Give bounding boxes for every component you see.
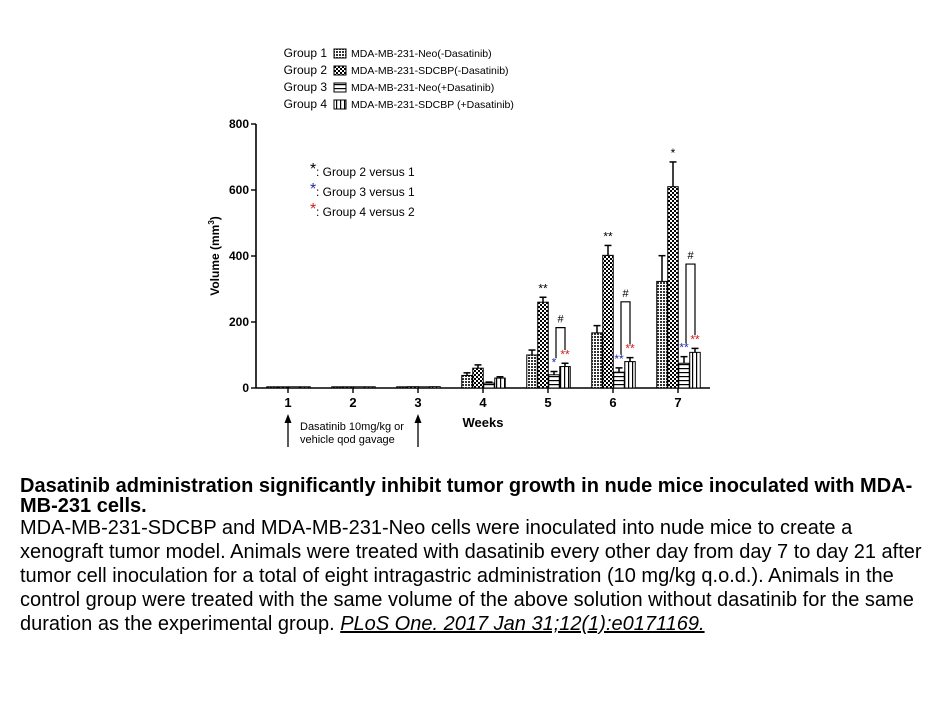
caption-text: MDA-MB-231-SDCBP and MDA-MB-231-Neo cell…	[20, 517, 922, 635]
bar	[537, 301, 549, 389]
bar	[396, 386, 408, 389]
caption-title: Dasatinib administration significantly i…	[20, 475, 913, 517]
bar	[602, 254, 614, 389]
significance-marks: ****************###	[538, 146, 700, 370]
comparison-bracket	[620, 301, 631, 355]
bar	[689, 351, 701, 389]
legend-series-label: MDA-MB-231-Neo(-Dasatinib)	[351, 48, 492, 60]
x-tick-label: 5	[544, 395, 551, 410]
arrow-head-icon	[414, 414, 422, 423]
y-tick-label: 600	[229, 183, 249, 197]
legend-series-label: MDA-MB-231-Neo(+Dasatinib)	[351, 82, 494, 94]
bar	[353, 386, 365, 389]
significance-mark: **	[690, 332, 700, 346]
key-label: : Group 3 versus 1	[316, 185, 415, 199]
hash-mark: #	[622, 288, 629, 300]
key-star: *	[310, 181, 316, 198]
legend-swatch	[333, 48, 347, 59]
annotation-line: Dasatinib 10mg/kg or	[300, 421, 404, 433]
legend-group-label: Group 3	[284, 80, 328, 94]
significance-mark: **	[625, 342, 635, 356]
significance-key: *: Group 2 versus 1*: Group 3 versus 1*:…	[310, 161, 415, 219]
bar	[429, 386, 441, 389]
bar	[678, 362, 690, 389]
x-tick-label: 4	[479, 395, 487, 410]
bar	[461, 374, 473, 389]
annotation-line: vehicle qod gavage	[300, 434, 395, 446]
bar	[288, 386, 300, 389]
legend-group-label: Group 2	[284, 63, 328, 77]
y-axis-title: Volume (mm3)	[207, 216, 222, 296]
legend-series-label: MDA-MB-231-SDCBP(-Dasatinib)	[351, 65, 509, 77]
y-tick-label: 800	[229, 117, 249, 131]
key-label: : Group 2 versus 1	[316, 165, 415, 179]
x-tick-label: 6	[609, 395, 616, 410]
y-tick-label: 0	[242, 381, 249, 395]
bar	[407, 386, 419, 389]
significance-mark: **	[679, 341, 689, 355]
citation-link[interactable]: PLoS One. 2017 Jan 31;12(1):e0171169.	[340, 613, 705, 635]
legend: Group 1 MDA-MB-231-Neo(-Dasatinib) Group 2…	[284, 46, 514, 111]
hash-mark: #	[557, 314, 564, 326]
bar	[526, 354, 538, 389]
arrow-head-icon	[284, 414, 292, 423]
bar	[364, 386, 376, 389]
bar	[331, 386, 343, 389]
bar	[559, 366, 571, 389]
key-star: *	[310, 161, 316, 178]
bar	[656, 280, 668, 389]
y-tick-label: 200	[229, 315, 249, 329]
legend-group-label: Group 1	[284, 46, 328, 60]
x-tick-label: 7	[674, 395, 681, 410]
bar	[494, 377, 506, 389]
significance-mark: **	[538, 281, 548, 295]
bar	[667, 186, 679, 389]
caption-body: MDA-MB-231-SDCBP and MDA-MB-231-Neo cell…	[20, 516, 935, 636]
x-tick-label: 1	[284, 395, 291, 410]
bar	[483, 382, 495, 389]
tumor-volume-bar-chart: Group 1 MDA-MB-231-Neo(-Dasatinib) Group 2…	[207, 46, 710, 447]
figure-caption: Dasatinib administration significantly i…	[20, 476, 935, 636]
hash-mark: #	[687, 250, 694, 262]
legend-swatch	[333, 99, 347, 110]
comparison-bracket	[555, 327, 566, 359]
bar	[591, 332, 603, 389]
x-axis-title: Weeks	[463, 415, 504, 430]
legend-group-label: Group 4	[284, 97, 328, 111]
bars	[266, 161, 701, 389]
bar	[418, 386, 430, 389]
significance-mark: **	[614, 352, 624, 366]
bar	[613, 371, 625, 389]
significance-mark: **	[603, 229, 613, 243]
bar	[472, 367, 484, 389]
significance-mark: **	[560, 347, 570, 361]
bar	[342, 386, 354, 389]
bar	[548, 374, 560, 389]
bar	[624, 361, 636, 389]
x-tick-label: 2	[349, 395, 356, 410]
comparison-bracket	[685, 263, 696, 344]
bar	[266, 386, 278, 389]
y-tick-label: 400	[229, 249, 249, 263]
bar	[299, 386, 311, 389]
x-tick-label: 3	[414, 395, 421, 410]
legend-swatch	[333, 82, 347, 93]
bar	[277, 386, 289, 389]
legend-swatch	[333, 65, 347, 76]
significance-mark: *	[671, 146, 676, 160]
key-star: *	[310, 201, 316, 218]
significance-mark: *	[552, 356, 557, 370]
key-label: : Group 4 versus 2	[316, 205, 415, 219]
legend-series-label: MDA-MB-231-SDCBP (+Dasatinib)	[351, 99, 514, 111]
